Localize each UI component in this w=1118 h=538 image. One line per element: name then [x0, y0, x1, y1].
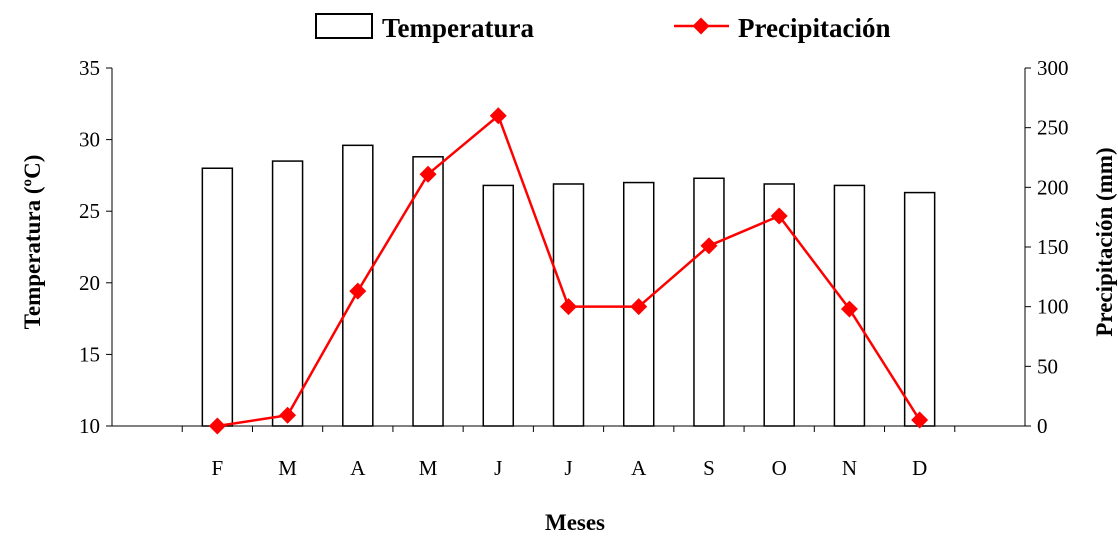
x-tick-label: M — [278, 456, 297, 480]
y-tick-label-right: 50 — [1037, 354, 1058, 378]
legend-marker-precipitacion — [692, 17, 710, 35]
y-tick-label-left: 25 — [79, 199, 100, 223]
point-precipitacion — [349, 282, 367, 300]
legend-swatch-temperatura — [315, 13, 373, 39]
x-tick-label: M — [419, 456, 438, 480]
legend-label-temperatura: Temperatura — [382, 13, 534, 43]
y-tick-label-left: 30 — [79, 128, 100, 152]
y-tick-label-right: 150 — [1037, 235, 1069, 259]
y-tick-label-left: 10 — [79, 414, 100, 438]
bar-temperatura — [903, 191, 936, 427]
y-tick-label-left: 15 — [79, 342, 100, 366]
point-precipitacion — [419, 165, 437, 183]
y-tick-label-right: 100 — [1037, 295, 1069, 319]
x-tick-label: D — [912, 456, 927, 480]
point-precipitacion — [630, 298, 648, 316]
plot-area: 10 15 20 25 30 35 0 50 100 150 200 250 300 F M A M J J A S O N… — [79, 56, 1069, 480]
bar-temperatura — [693, 177, 725, 427]
x-tick-label: N — [842, 456, 857, 480]
x-axis-title: Meses — [545, 510, 605, 535]
point-precipitacion — [770, 207, 788, 225]
x-tick-label: S — [703, 456, 715, 480]
point-precipitacion — [489, 107, 507, 125]
x-tick-label: J — [564, 456, 572, 480]
point-precipitacion — [208, 417, 226, 435]
x-tick-label: F — [212, 456, 224, 480]
y-tick-label-right: 300 — [1037, 56, 1069, 80]
x-tick-label: J — [494, 456, 502, 480]
y-axis-title-right: Precipitación (mm) — [1092, 147, 1117, 336]
legend-label-precipitacion: Precipitación — [738, 13, 890, 43]
bar-temperatura — [482, 184, 515, 427]
point-precipitacion — [840, 300, 858, 318]
x-tick-label: A — [631, 456, 647, 480]
x-tick-label: A — [350, 456, 366, 480]
point-precipitacion — [911, 411, 929, 429]
y-tick-label-left: 20 — [79, 271, 100, 295]
bar-temperatura — [271, 160, 304, 427]
point-precipitacion — [700, 237, 718, 255]
legend: Temperatura Precipitación — [315, 13, 890, 43]
x-tick-label: O — [772, 456, 787, 480]
bar-temperatura — [412, 156, 444, 427]
bar-temperatura — [201, 167, 234, 427]
y-tick-label-right: 0 — [1037, 414, 1048, 438]
y-tick-label-right: 200 — [1037, 175, 1069, 199]
point-precipitacion — [279, 406, 297, 424]
y-tick-label-left: 35 — [79, 56, 100, 80]
point-precipitacion — [560, 298, 577, 316]
y-axis-title-left: Temperatura (ºC) — [20, 155, 45, 330]
y-tick-label-right: 250 — [1037, 116, 1069, 140]
